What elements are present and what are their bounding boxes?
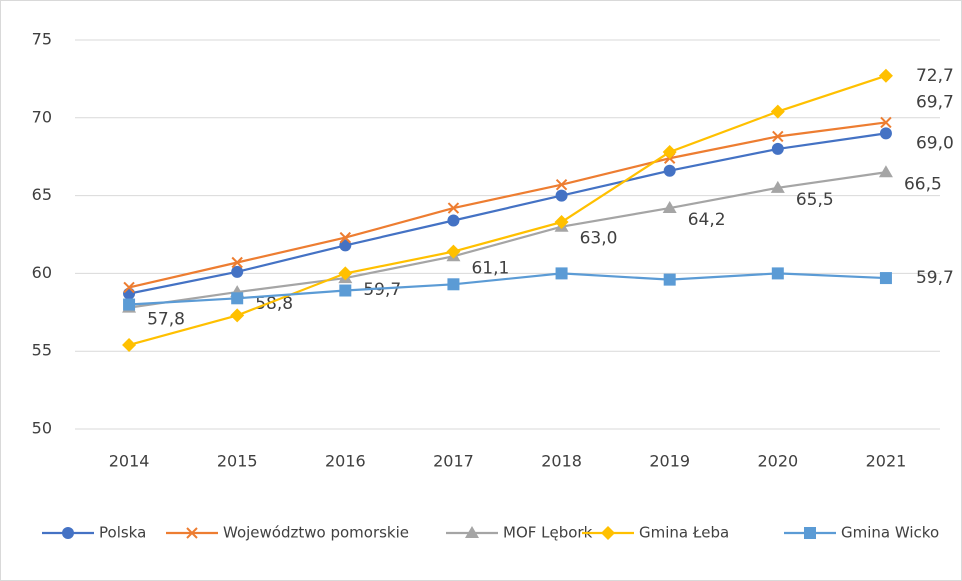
data-label: 59,7 xyxy=(363,280,401,300)
legend-label: MOF Lębork xyxy=(503,524,593,542)
series-line xyxy=(128,74,887,347)
data-label: 64,2 xyxy=(688,210,726,230)
x-tick-label: 2018 xyxy=(541,452,582,471)
legend-item: Gmina Wicko xyxy=(784,524,939,542)
marker xyxy=(555,267,568,280)
marker xyxy=(339,239,352,252)
series-line xyxy=(128,171,887,309)
data-label: 72,7 xyxy=(916,66,954,86)
legend-item: Województwo pomorskie xyxy=(166,524,409,542)
marker xyxy=(880,116,892,129)
series: 59,7 xyxy=(123,267,954,311)
data-label: 69,7 xyxy=(916,92,954,112)
marker xyxy=(601,526,615,540)
y-tick-label: 60 xyxy=(32,263,52,282)
marker xyxy=(662,201,677,214)
marker xyxy=(231,292,244,305)
x-tick-label: 2015 xyxy=(217,452,258,471)
marker xyxy=(123,298,136,311)
marker xyxy=(879,127,892,140)
marker xyxy=(186,527,198,539)
x-tick-label: 2016 xyxy=(325,452,366,471)
data-label: 69,0 xyxy=(916,133,954,153)
marker xyxy=(663,164,676,177)
marker xyxy=(447,214,460,227)
marker xyxy=(555,179,568,191)
legend-item: MOF Lębork xyxy=(446,524,593,542)
x-tick-label: 2021 xyxy=(866,452,907,471)
marker xyxy=(231,256,243,269)
y-tick-label: 75 xyxy=(32,30,52,49)
marker xyxy=(339,284,352,297)
marker xyxy=(771,142,784,155)
legend-label: Gmina Łeba xyxy=(639,524,729,542)
marker xyxy=(663,273,676,286)
y-tick-label: 55 xyxy=(32,341,52,360)
marker xyxy=(446,244,461,259)
marker xyxy=(772,130,784,143)
marker xyxy=(465,526,479,538)
series: 69,0 xyxy=(123,127,954,300)
marker xyxy=(878,68,893,83)
marker xyxy=(804,527,816,539)
data-label: 58,8 xyxy=(255,294,293,314)
data-label: 59,7 xyxy=(916,268,954,288)
series: 72,7 xyxy=(122,66,954,352)
y-tick-label: 50 xyxy=(32,419,52,438)
legend-label: Polska xyxy=(99,524,146,542)
marker xyxy=(555,189,568,202)
y-tick-label: 70 xyxy=(32,107,52,126)
marker xyxy=(770,180,785,193)
marker xyxy=(62,527,74,539)
marker xyxy=(770,104,785,119)
marker xyxy=(338,266,353,281)
series-line xyxy=(128,121,887,289)
marker xyxy=(554,215,569,230)
data-label: 65,5 xyxy=(796,190,834,210)
marker xyxy=(122,337,137,352)
data-label: 66,5 xyxy=(904,174,942,194)
marker xyxy=(662,145,677,160)
marker xyxy=(231,265,244,278)
marker xyxy=(447,202,460,214)
x-tick-label: 2019 xyxy=(649,452,690,471)
marker xyxy=(123,281,135,294)
legend-item: Gmina Łeba xyxy=(582,524,729,542)
legend-label: Województwo pomorskie xyxy=(223,524,409,542)
marker xyxy=(447,278,460,291)
marker xyxy=(230,308,245,323)
x-tick-label: 2020 xyxy=(757,452,798,471)
x-tick-label: 2014 xyxy=(109,452,150,471)
marker xyxy=(771,267,784,280)
marker xyxy=(879,272,892,285)
data-label: 57,8 xyxy=(147,310,185,330)
series-line xyxy=(128,132,887,295)
data-label: 63,0 xyxy=(580,229,618,249)
data-label: 61,1 xyxy=(471,258,509,278)
legend-label: Gmina Wicko xyxy=(841,524,939,542)
x-tick-label: 2017 xyxy=(433,452,474,471)
y-tick-label: 65 xyxy=(32,185,52,204)
legend-item: Polska xyxy=(42,524,146,542)
marker xyxy=(123,287,136,300)
marker xyxy=(339,231,352,244)
marker xyxy=(878,165,893,178)
series-line xyxy=(128,272,886,306)
